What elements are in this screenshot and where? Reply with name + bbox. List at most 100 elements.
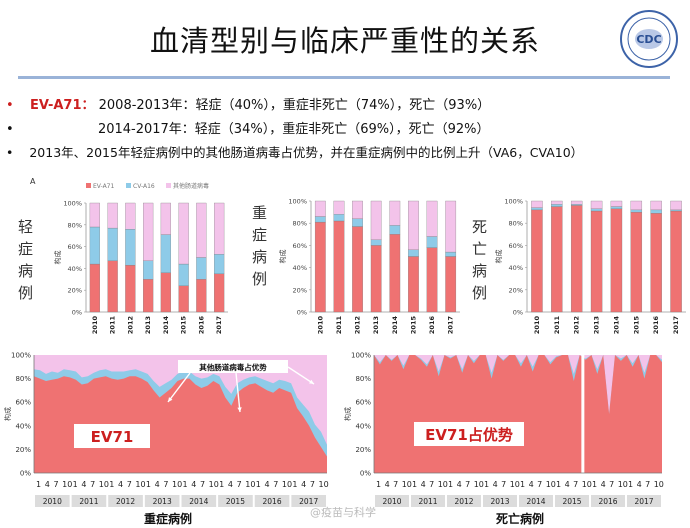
bar-segment: [630, 211, 643, 313]
y-tick-label: 60%: [293, 242, 307, 250]
x-tick-label: 2017: [672, 316, 680, 334]
y-tick-label: 80%: [509, 220, 523, 228]
caption-box: [124, 510, 212, 528]
month-tick-label: 7: [310, 480, 315, 489]
year-band: [254, 495, 290, 507]
side-label-char: 重: [252, 204, 267, 222]
month-tick-label: 1: [484, 480, 489, 489]
month-tick-label: 4: [81, 480, 86, 489]
month-tick-label: 10: [582, 480, 592, 489]
x-tick-label: 2011: [553, 316, 561, 335]
y-tick-label: 60%: [509, 242, 523, 250]
bar-segment: [551, 200, 563, 205]
ev71-label-box: [74, 424, 150, 448]
month-tick-label: 10: [99, 480, 109, 489]
month-tick-label: 4: [155, 480, 160, 489]
month-tick-label: 7: [429, 480, 434, 489]
year-band: [555, 495, 589, 507]
y-tick-label: 60%: [68, 243, 82, 251]
bar-segment: [531, 200, 543, 208]
side-label-char: 症: [252, 226, 267, 244]
side-label-char: 例: [18, 284, 33, 302]
bullet-lead: EV-A71：: [29, 98, 95, 113]
year-tick-label: 2015: [562, 497, 581, 506]
bullet-text: 2013年、2015年轻症病例中的其他肠道病毒占优势，并在重症病例中的比例上升（…: [29, 145, 584, 160]
year-tick-label: 2014: [526, 497, 545, 506]
bar-segment: [370, 200, 382, 240]
bullet-marker: •: [6, 145, 14, 160]
y-tick-label: 40%: [355, 422, 371, 430]
y-tick-label: 20%: [15, 446, 31, 454]
y-tick-label: 100%: [63, 200, 82, 208]
x-tick-label: 2016: [652, 316, 660, 335]
dominant-label: EV71占优势: [425, 426, 513, 444]
y-axis-label: 构成: [53, 251, 62, 265]
month-tick-label: 1: [448, 480, 453, 489]
area-series: [374, 355, 662, 473]
bullet-marker: •: [6, 98, 14, 113]
month-tick-label: 10: [546, 480, 556, 489]
bar-segment: [389, 200, 401, 226]
watermark: @疫苗与科学: [310, 505, 376, 519]
y-tick-label: 0%: [360, 470, 371, 478]
annotation-label: 其他肠道病毒占优势: [199, 362, 267, 372]
legend-swatch: [126, 183, 131, 188]
bar-segment: [389, 234, 401, 313]
month-tick-label: 10: [62, 480, 72, 489]
bar-segment: [610, 206, 623, 209]
side-label-char: 亡: [472, 240, 487, 258]
bullet-marker: •: [6, 122, 14, 137]
annotation-arrow: [287, 366, 315, 385]
legend-swatch: [86, 183, 91, 188]
year-tick-label: 2011: [79, 497, 98, 506]
bar-segment: [143, 202, 154, 261]
month-tick-label: 4: [228, 480, 233, 489]
bar-segment: [408, 256, 419, 313]
bar-segment: [314, 200, 326, 217]
month-tick-label: 4: [421, 480, 426, 489]
month-tick-label: 4: [457, 480, 462, 489]
year-tick-label: 2016: [263, 497, 282, 506]
month-tick-label: 7: [465, 480, 470, 489]
bar-segment: [551, 204, 563, 207]
bar-segment: [160, 202, 171, 235]
month-tick-label: 4: [301, 480, 306, 489]
annotation-arrow: [235, 372, 241, 413]
month-tick-label: 1: [412, 480, 417, 489]
caption-death: 死亡病例: [496, 511, 544, 526]
bar-segment: [670, 209, 682, 212]
month-tick-label: 1: [256, 480, 261, 489]
month-tick-label: 4: [529, 480, 534, 489]
y-tick-label: 80%: [293, 220, 307, 228]
month-tick-label: 4: [118, 480, 123, 489]
y-tick-label: 60%: [15, 399, 31, 407]
y-tick-label: 60%: [355, 399, 371, 407]
month-tick-label: 7: [645, 480, 650, 489]
month-tick-label: 4: [264, 480, 269, 489]
bar-segment: [670, 200, 682, 211]
legend-label: 其他肠道病毒: [173, 182, 209, 190]
area-series: [34, 376, 327, 473]
x-tick-label: 2011: [335, 316, 343, 335]
caption-severe: 重症病例: [144, 511, 192, 526]
bar-segment: [89, 226, 100, 265]
bar-segment: [214, 202, 225, 255]
logo-text: CDC: [636, 33, 661, 46]
month-tick-label: 1: [109, 480, 114, 489]
bar-segment: [650, 213, 662, 313]
month-tick-label: 7: [127, 480, 132, 489]
side-label-char: 病: [18, 262, 33, 280]
year-tick-label: 2013: [490, 497, 509, 506]
bar-segment: [445, 200, 457, 253]
x-tick-label: 2013: [144, 316, 152, 334]
bar-segment: [352, 218, 363, 227]
x-tick-label: 2017: [447, 316, 455, 334]
month-tick-label: 1: [628, 480, 633, 489]
month-tick-label: 7: [393, 480, 398, 489]
y-tick-label: 100%: [288, 198, 307, 206]
annotation-arrowhead: [309, 379, 314, 384]
bar-segment: [125, 202, 136, 230]
bar-segment: [143, 260, 154, 280]
x-tick-label: 2010: [316, 316, 324, 335]
year-band: [519, 495, 553, 507]
